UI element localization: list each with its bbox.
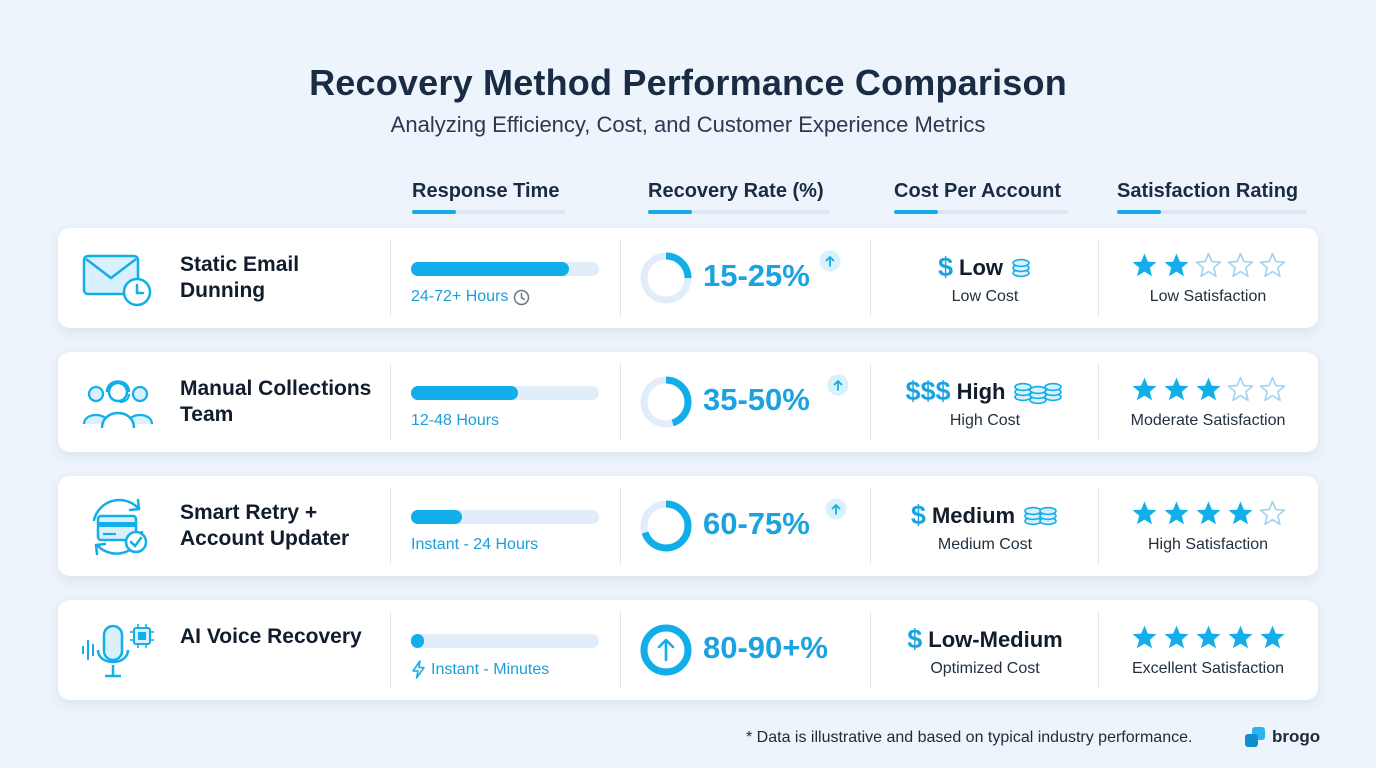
recovery-ring xyxy=(640,500,692,552)
star-filled-icon xyxy=(1164,253,1188,277)
trend-up-icon xyxy=(825,498,847,520)
cost-level: $ Medium xyxy=(870,500,1100,531)
recovery-ring xyxy=(640,624,692,676)
satisfaction-label: Excellent Satisfaction xyxy=(1131,660,1285,677)
satisfaction-label: High Satisfaction xyxy=(1147,536,1269,553)
cost-dollar-symbol: $ xyxy=(937,252,954,282)
star-filled-icon xyxy=(1196,501,1220,525)
column-header-response-time: Response Time xyxy=(412,180,560,202)
response-time-bar-fill xyxy=(411,386,519,400)
cost-level: $ Low-Medium xyxy=(870,624,1100,655)
satisfaction-stars xyxy=(1098,624,1318,651)
recovery-rate-value: 80-90+% xyxy=(703,630,828,665)
response-time-bar xyxy=(411,386,599,400)
method-row: AI Voice Recovery Instant - Minutes 80-9… xyxy=(58,600,1318,700)
page-title: Recovery Method Performance Comparison xyxy=(309,62,1067,103)
method-name: AI Voice Recovery xyxy=(180,625,362,648)
column-header-recovery-rate: Recovery Rate (%) xyxy=(648,180,824,202)
column-header-cost-per-account: Cost Per Account xyxy=(894,180,1062,202)
cost-level-label: Low-Medium xyxy=(928,626,1063,652)
star-filled-icon xyxy=(1132,253,1156,277)
star-filled-icon xyxy=(1132,625,1156,649)
cost-description: Medium Cost xyxy=(937,536,1033,553)
star-filled-icon xyxy=(1164,501,1188,525)
method-name: Static Email Dunning xyxy=(180,253,300,302)
page-subtitle: Analyzing Efficiency, Cost, and Customer… xyxy=(390,112,986,137)
cost-level-label: Medium xyxy=(931,502,1016,528)
response-time-bar xyxy=(411,634,599,648)
recovery-ring xyxy=(640,252,692,304)
email-clock-icon xyxy=(80,248,156,308)
star-empty-icon xyxy=(1227,376,1253,402)
method-row: Manual Collections Team 12-48 Hours 35-5… xyxy=(58,352,1318,452)
satisfaction-label: Low Satisfaction xyxy=(1149,288,1267,305)
method-name: Smart Retry + Account Updater xyxy=(180,501,350,550)
coin-stack-icon xyxy=(1014,382,1063,404)
response-time-bar xyxy=(411,510,599,524)
column-header-satisfaction: Satisfaction Rating xyxy=(1117,180,1299,202)
response-time-label: Instant - 24 Hours xyxy=(411,536,539,553)
coin-stack-icon xyxy=(1024,506,1057,525)
cost-dollar-symbol: $ xyxy=(907,624,923,654)
star-filled-icon xyxy=(1196,625,1220,649)
cost-level-label: High xyxy=(956,378,1006,404)
cost-dollar-symbol: $$$ xyxy=(905,376,951,406)
trend-up-icon xyxy=(827,374,849,396)
column-underline xyxy=(894,210,1068,214)
cost-description: High Cost xyxy=(949,412,1021,429)
star-filled-icon xyxy=(1132,377,1156,401)
response-time-bar-fill xyxy=(411,262,569,276)
column-underline xyxy=(1117,210,1307,214)
recovery-rate-value: 15-25% xyxy=(703,258,810,293)
footnote: * Data is illustrative and based on typi… xyxy=(746,729,1193,746)
response-time-label: 24-72+ Hours xyxy=(411,288,530,306)
brand-mark-icon xyxy=(1245,727,1265,747)
coin-stack-icon xyxy=(1012,258,1030,277)
star-filled-icon xyxy=(1196,377,1220,401)
satisfaction-stars xyxy=(1098,376,1318,403)
response-time-label: Instant - Minutes xyxy=(411,660,549,679)
response-time-bar xyxy=(411,262,599,276)
star-filled-icon xyxy=(1228,501,1252,525)
lightning-icon xyxy=(412,660,425,679)
trend-up-icon xyxy=(819,250,841,272)
column-underline xyxy=(648,210,830,214)
star-filled-icon xyxy=(1164,625,1188,649)
star-empty-icon xyxy=(1259,252,1285,278)
cost-description: Optimized Cost xyxy=(930,660,1040,677)
method-row: Smart Retry + Account Updater Instant - … xyxy=(58,476,1318,576)
recovery-ring xyxy=(640,376,692,428)
satisfaction-stars xyxy=(1098,500,1318,527)
star-empty-icon xyxy=(1259,500,1285,526)
response-time-label: 12-48 Hours xyxy=(411,412,500,429)
star-empty-icon xyxy=(1227,252,1253,278)
recovery-rate-value: 35-50% xyxy=(703,382,810,417)
satisfaction-stars xyxy=(1098,252,1318,279)
cost-description: Low Cost xyxy=(951,288,1019,305)
ai-microphone-icon xyxy=(80,620,156,680)
method-name: Manual Collections Team xyxy=(180,377,372,426)
star-empty-icon xyxy=(1259,376,1285,402)
method-row: Static Email Dunning 24-72+ Hours 15-25%… xyxy=(58,228,1318,328)
recovery-rate-value: 60-75% xyxy=(703,506,810,541)
cost-dollar-symbol: $ xyxy=(910,500,926,530)
clock-icon xyxy=(514,289,530,305)
cost-level-label: Low xyxy=(959,254,1004,280)
star-filled-icon xyxy=(1164,377,1188,401)
brand-name: brogo xyxy=(1272,727,1321,746)
response-time-bar-fill xyxy=(411,510,462,524)
star-filled-icon xyxy=(1228,625,1252,649)
star-filled-icon xyxy=(1260,625,1284,649)
cost-level: $$$ High xyxy=(870,376,1100,407)
satisfaction-label: Moderate Satisfaction xyxy=(1130,412,1286,429)
cost-level: $ Low xyxy=(870,252,1100,283)
card-refresh-icon xyxy=(80,496,156,556)
brand-logo: brogo xyxy=(1244,726,1320,748)
column-underline xyxy=(412,210,565,214)
support-team-icon xyxy=(80,372,156,432)
response-time-bar-fill xyxy=(411,634,425,648)
star-filled-icon xyxy=(1132,501,1156,525)
star-empty-icon xyxy=(1195,252,1221,278)
